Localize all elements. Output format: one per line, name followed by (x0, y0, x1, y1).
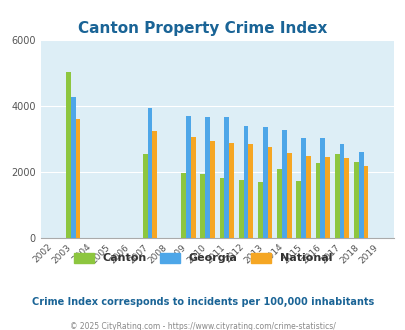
Text: Crime Index corresponds to incidents per 100,000 inhabitants: Crime Index corresponds to incidents per… (32, 297, 373, 307)
Bar (320, 138, 324, 238)
Bar (257, 182, 262, 238)
Bar (200, 174, 205, 238)
Text: © 2025 CityRating.com - https://www.cityrating.com/crime-statistics/: © 2025 CityRating.com - https://www.city… (70, 322, 335, 330)
Bar (334, 154, 339, 238)
Bar (229, 143, 233, 238)
Bar (363, 166, 367, 238)
Bar (262, 127, 267, 238)
Bar (343, 158, 348, 238)
Bar (185, 116, 190, 238)
Bar (286, 153, 291, 238)
Bar (248, 144, 253, 238)
Bar (190, 137, 195, 238)
Bar (353, 162, 358, 238)
Bar (66, 72, 70, 238)
Text: Canton Property Crime Index: Canton Property Crime Index (78, 21, 327, 36)
Bar (209, 141, 214, 238)
Bar (315, 163, 320, 238)
Bar (358, 152, 363, 238)
Bar (339, 144, 343, 238)
Bar (296, 181, 301, 238)
Bar (181, 173, 185, 238)
Bar (219, 178, 224, 238)
Bar (324, 157, 329, 238)
Bar (143, 154, 147, 238)
Bar (267, 147, 272, 238)
Bar (243, 126, 248, 238)
Legend: Canton, Georgia, National: Canton, Georgia, National (70, 249, 335, 267)
Bar (205, 117, 209, 238)
Bar (70, 97, 75, 238)
Bar (75, 119, 80, 238)
Bar (224, 117, 229, 238)
Bar (281, 130, 286, 238)
Bar (301, 138, 305, 238)
Bar (238, 180, 243, 238)
Bar (152, 131, 157, 238)
Bar (277, 169, 281, 238)
Bar (147, 108, 152, 238)
Bar (305, 156, 310, 238)
